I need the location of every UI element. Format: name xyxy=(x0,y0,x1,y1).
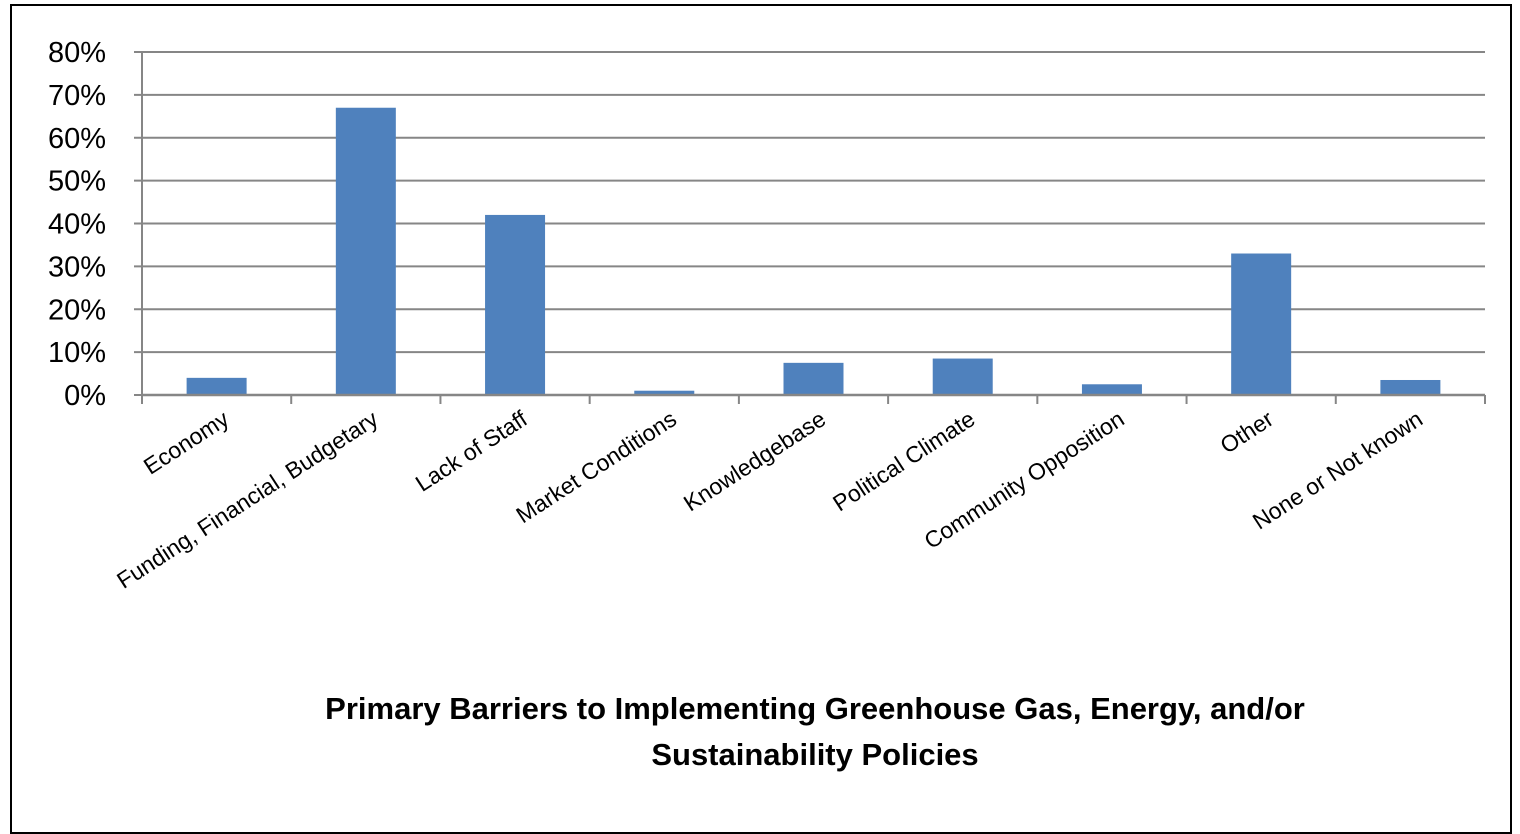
bar xyxy=(932,358,993,395)
bar xyxy=(634,390,695,395)
y-tick-label: 10% xyxy=(48,337,106,369)
bar xyxy=(1380,379,1441,395)
y-tick-label: 30% xyxy=(48,251,106,283)
y-tick-label: 40% xyxy=(48,209,106,241)
bar xyxy=(485,214,546,395)
category-label: Funding, Financial, Budgetary xyxy=(112,405,383,594)
axes xyxy=(134,51,1486,404)
chart-frame xyxy=(10,4,1512,834)
bar xyxy=(1231,253,1292,395)
y-tick-label: 70% xyxy=(48,80,106,112)
bar xyxy=(1081,384,1142,395)
category-label: Market Conditions xyxy=(511,405,681,528)
bars xyxy=(186,107,1441,396)
bar xyxy=(335,107,396,396)
y-tick-label: 20% xyxy=(48,294,106,326)
chart-title: Primary Barriers to Implementing Greenho… xyxy=(160,686,1470,778)
chart-title-line-2: Sustainability Policies xyxy=(651,737,979,772)
y-tick-label: 0% xyxy=(64,380,106,412)
chart-title-line-1: Primary Barriers to Implementing Greenho… xyxy=(325,691,1305,726)
y-tick-label: 50% xyxy=(48,166,106,198)
bar xyxy=(186,377,247,395)
y-tick-label: 60% xyxy=(48,123,106,155)
category-label: Other xyxy=(1215,405,1278,458)
bar xyxy=(783,362,844,395)
category-label: Economy xyxy=(139,405,234,479)
y-tick-labels: 0% 10% 20% 30% 40% 50% 60% 70% 80% xyxy=(48,37,106,412)
category-label: Lack of Staff xyxy=(411,405,533,497)
category-label: Knowledgebase xyxy=(679,405,830,516)
y-tick-label: 80% xyxy=(48,37,106,69)
category-label: Political Climate xyxy=(828,405,979,516)
